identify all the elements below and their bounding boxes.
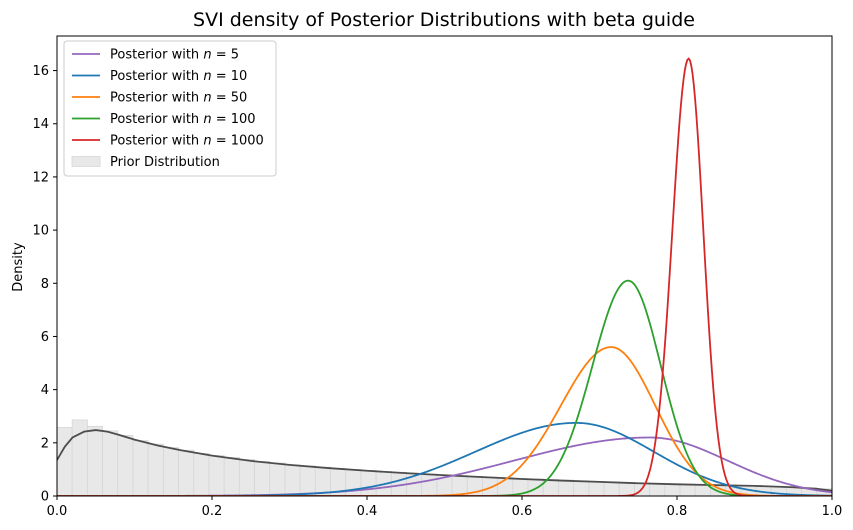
y-tick-label: 0 — [41, 490, 49, 505]
x-tick-label: 0.8 — [667, 504, 688, 519]
prior-histogram-bar — [86, 425, 103, 496]
prior-histogram-bar — [147, 443, 164, 496]
prior-histogram-bar — [573, 480, 590, 496]
prior-histogram-bar — [254, 461, 271, 496]
prior-histogram-bar — [527, 478, 544, 496]
prior-histogram-bar — [208, 455, 225, 496]
prior-histogram-bar — [618, 482, 635, 496]
prior-kde-line — [57, 429, 832, 492]
posterior-line-4 — [57, 57, 832, 496]
prior-histogram-bar — [421, 473, 438, 496]
prior-histogram-bar — [558, 479, 575, 496]
y-tick-label: 6 — [41, 330, 49, 345]
prior-histogram-bar — [482, 476, 499, 496]
y-tick-label: 4 — [41, 383, 49, 398]
prior-histogram-bar — [117, 434, 134, 496]
x-tick-label: 0.2 — [202, 504, 223, 519]
x-tick-label: 1.0 — [822, 504, 843, 519]
legend-label-prior: Prior Distribution — [110, 155, 220, 170]
legend-frame — [63, 40, 277, 177]
posterior-line-3 — [57, 279, 832, 496]
chart-title: SVI density of Posterior Distributions w… — [193, 9, 695, 31]
legend-label-1: Posterior with n = 10 — [110, 69, 247, 84]
y-tick-label: 12 — [32, 170, 49, 185]
prior-histogram-bar — [238, 459, 255, 496]
prior-histogram-bar — [284, 464, 301, 496]
prior-histogram-bar — [664, 483, 681, 496]
prior-histogram-bar — [345, 469, 362, 496]
y-tick-label: 10 — [32, 224, 49, 239]
x-tick-label: 0.6 — [512, 504, 533, 519]
legend-prior-patch — [71, 156, 101, 167]
y-tick-label: 2 — [41, 436, 49, 451]
prior-histogram-bar — [649, 482, 666, 496]
prior-histogram-bar — [102, 430, 119, 496]
x-tick-label: 0.4 — [357, 504, 378, 519]
y-axis-title: Density — [11, 242, 26, 292]
y-tick-label: 8 — [41, 277, 49, 292]
legend: Posterior with n = 5 Posterior with n = 1… — [63, 40, 277, 177]
legend-label-0: Posterior with n = 5 — [110, 48, 239, 63]
prior-histogram-bar — [193, 453, 210, 496]
axes: 0.0 0.2 0.4 0.6 0.8 1.0 0 2 4 6 8 10 12 14 16 — [32, 35, 843, 519]
prior-histogram-bar — [360, 470, 377, 496]
prior-histogram-bar — [588, 480, 605, 496]
y-tick-label: 14 — [32, 117, 49, 132]
axes-frame — [56, 35, 833, 497]
legend-label-2: Posterior with n = 50 — [110, 91, 247, 106]
prior-histogram-bar — [178, 449, 195, 496]
prior-histogram-bar — [223, 457, 240, 496]
prior-histogram-bar — [269, 462, 286, 496]
prior-histogram-bar — [299, 465, 316, 496]
legend-label-3: Posterior with n = 100 — [110, 112, 256, 127]
prior-histogram-bar — [603, 481, 620, 496]
y-tick-label: 16 — [32, 64, 49, 79]
x-tick-label: 0.0 — [47, 504, 68, 519]
prior-histogram-bar — [163, 447, 180, 496]
prior-histogram-bar — [679, 483, 696, 496]
legend-label-4: Posterior with n = 1000 — [110, 134, 264, 149]
prior-histogram-bar — [57, 426, 73, 496]
prior-histogram-bar — [132, 440, 149, 496]
